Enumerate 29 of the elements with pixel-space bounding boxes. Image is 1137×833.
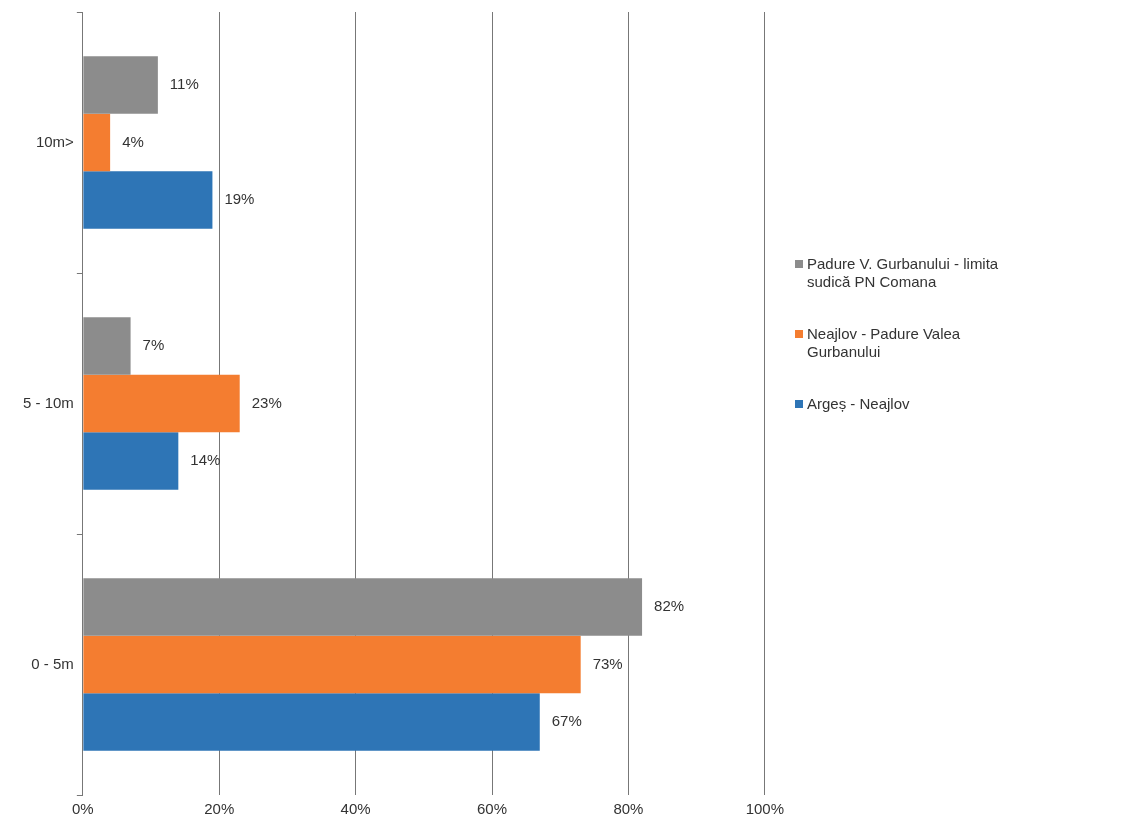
bar	[83, 693, 540, 751]
data-label: 11%	[169, 75, 199, 93]
bar	[83, 113, 111, 172]
y-tick-label: 0 - 5m	[31, 654, 74, 672]
data-label: 82%	[654, 597, 685, 615]
x-tick-label: 100%	[745, 800, 785, 818]
bar	[83, 317, 131, 375]
x-tick-label: 40%	[340, 800, 371, 818]
bar	[83, 635, 581, 694]
x-tick-label: 60%	[477, 800, 508, 818]
y-tick-label: 10m>	[35, 132, 75, 150]
data-label: 7%	[142, 336, 165, 354]
data-label: 67%	[551, 712, 582, 730]
data-label: 19%	[224, 190, 255, 208]
data-label: 4%	[122, 132, 144, 150]
bar	[83, 171, 213, 229]
y-tick-label: 5 - 10m	[22, 393, 74, 411]
bar	[83, 578, 643, 636]
data-label: 73%	[592, 654, 623, 672]
legend-label: Padure V. Gurbanului - limita sudică PN Comana	[807, 255, 1000, 291]
bar	[83, 374, 240, 433]
x-tick-label: 0%	[72, 800, 94, 818]
data-label: 23%	[251, 393, 282, 411]
legend-label: Neajlov - Padure Valea Gurbanului	[807, 325, 962, 361]
bar	[83, 432, 179, 490]
bar	[83, 56, 158, 114]
legend-label: Argeș - Neajlov	[807, 395, 910, 413]
x-tick-label: 20%	[204, 800, 235, 818]
x-tick-label: 80%	[613, 800, 644, 818]
